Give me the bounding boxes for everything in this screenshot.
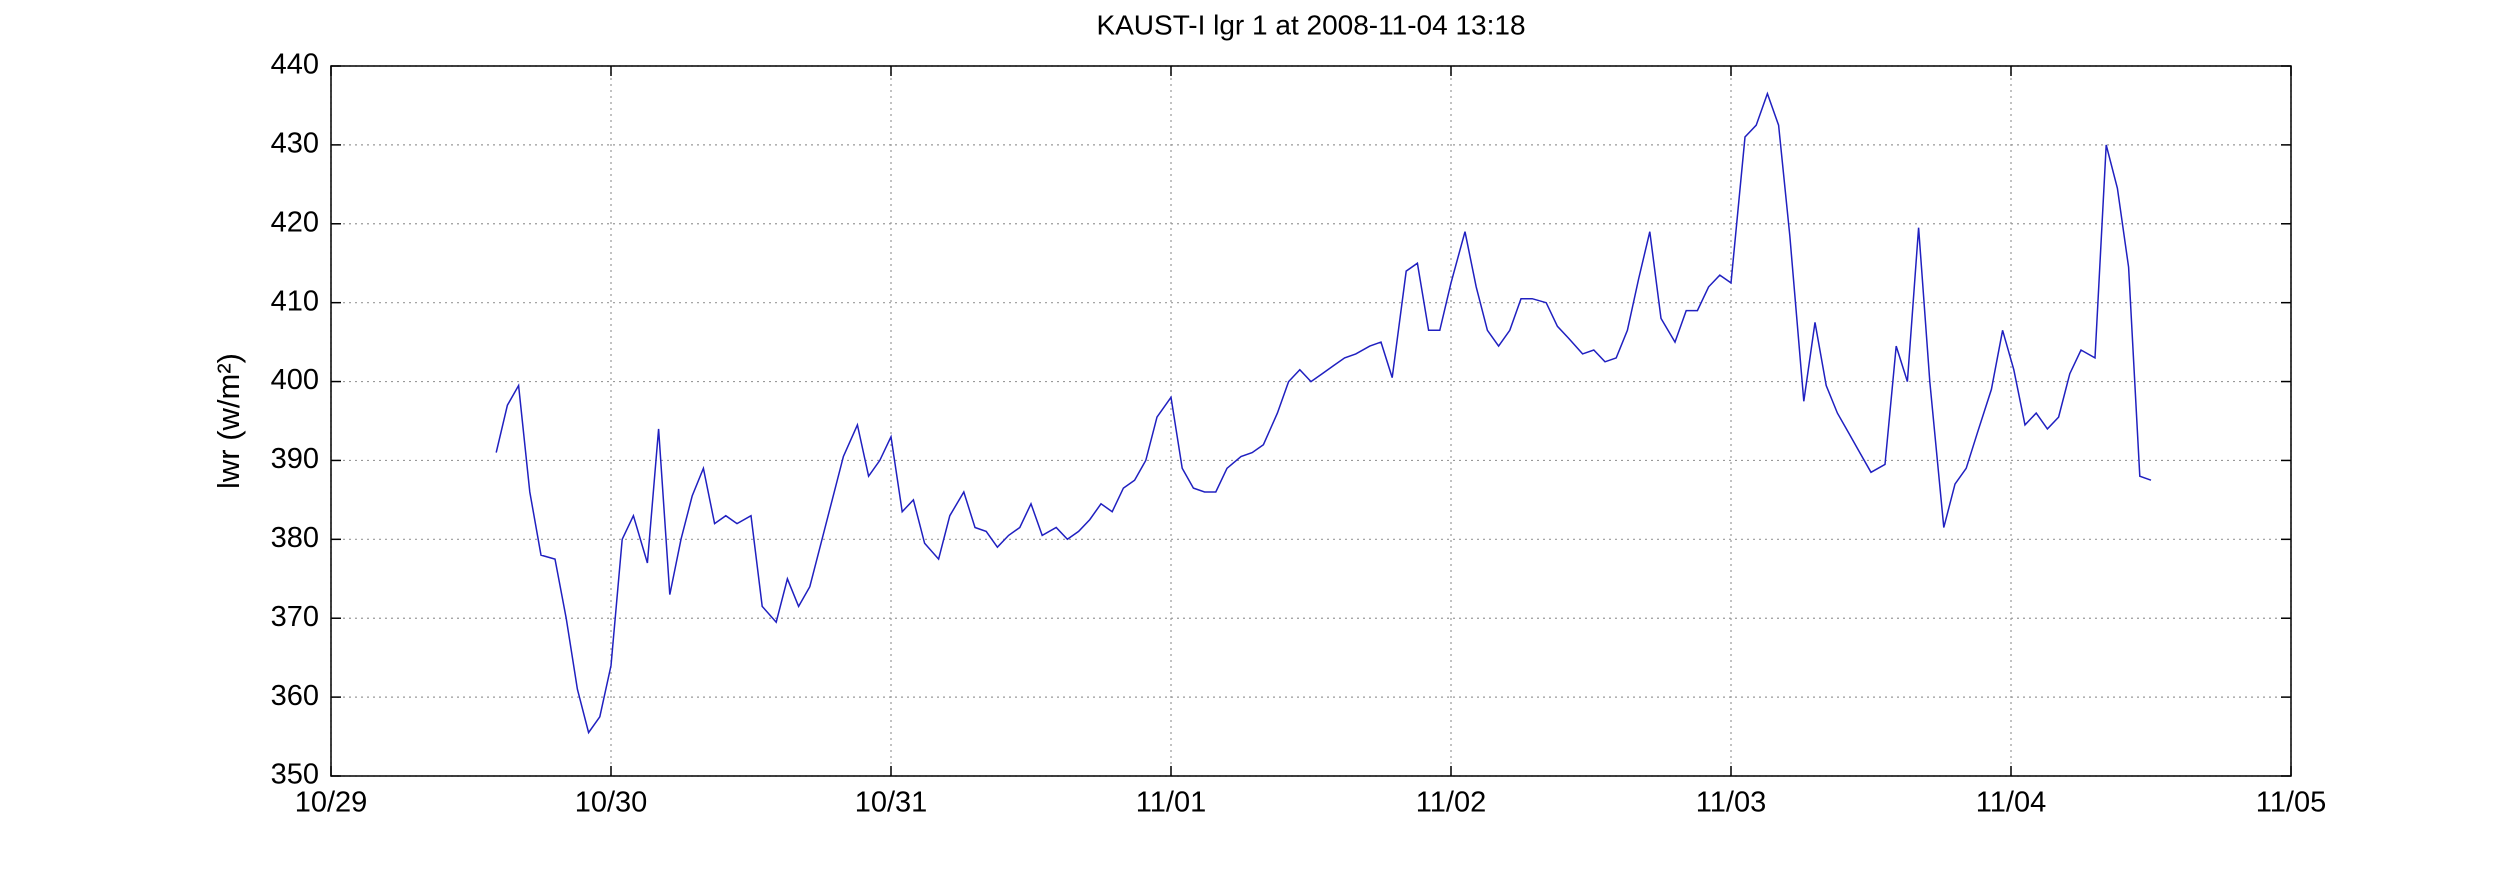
x-tick-label: 11/03	[1696, 787, 1766, 819]
y-tick-label: 360	[271, 680, 319, 712]
y-tick-label: 350	[271, 759, 319, 791]
y-tick-label: 400	[271, 364, 319, 396]
data-line	[495, 91, 2152, 735]
y-tick-label: 390	[271, 443, 319, 475]
y-tick-label: 380	[271, 522, 319, 554]
x-tick-label: 11/04	[1976, 787, 2046, 819]
y-tick-label: 430	[271, 128, 319, 160]
y-tick-label: 440	[271, 49, 319, 81]
x-tick-label: 11/05	[2256, 787, 2326, 819]
x-tick-label: 11/02	[1416, 787, 1486, 819]
x-tick-label: 10/31	[855, 787, 928, 819]
x-tick-label: 10/29	[295, 787, 368, 819]
plot-frame	[330, 65, 2292, 777]
y-tick-label: 410	[271, 285, 319, 317]
x-tick-label: 10/30	[575, 787, 648, 819]
y-axis-label: lwr (w/m²)	[211, 353, 246, 489]
x-tick-label: 11/01	[1136, 787, 1206, 819]
y-tick-label: 370	[271, 601, 319, 633]
y-tick-label: 420	[271, 206, 319, 238]
chart-title: KAUST-I lgr 1 at 2008-11-04 13:18	[1096, 9, 1525, 40]
